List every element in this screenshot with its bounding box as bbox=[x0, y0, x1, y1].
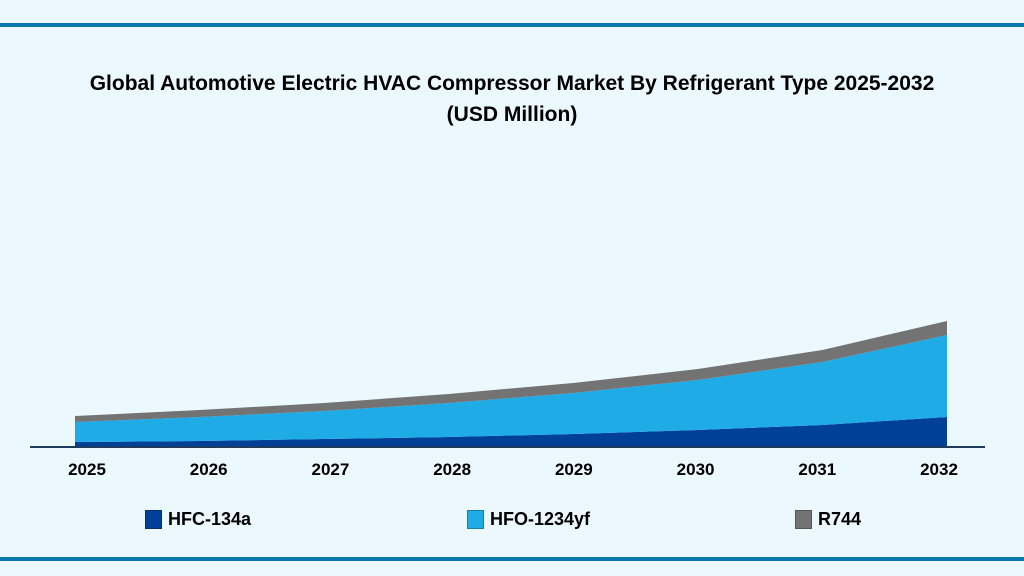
title-text: Global Automotive Electric HVAC Compress… bbox=[89, 72, 935, 95]
legend-label: HFC-134a bbox=[168, 509, 252, 529]
top-rule bbox=[0, 23, 1024, 27]
legend-label: HFO-1234yf bbox=[490, 509, 591, 529]
legend-swatch bbox=[795, 510, 812, 529]
x-tick-label: 2027 bbox=[312, 460, 350, 479]
bottom-rule bbox=[0, 557, 1024, 561]
area-series-hfc-134a bbox=[75, 417, 947, 446]
legend-item-hfc-134a: HFC-134a bbox=[145, 509, 251, 530]
subtitle-text: (USD Million) bbox=[446, 103, 578, 126]
legend-item-r744: R744 bbox=[795, 509, 861, 530]
x-tick-label: 2031 bbox=[798, 460, 836, 479]
legend-label: R744 bbox=[818, 509, 862, 529]
x-tick-label: 2030 bbox=[677, 460, 715, 479]
area-series-r744 bbox=[75, 321, 947, 422]
x-tick-label: 2029 bbox=[555, 460, 593, 479]
x-tick-label: 2032 bbox=[920, 460, 958, 479]
legend-swatch bbox=[145, 510, 162, 529]
legend-item-hfo-1234yf: HFO-1234yf bbox=[467, 509, 590, 530]
x-tick-label: 2026 bbox=[190, 460, 228, 479]
x-tick-label: 2028 bbox=[433, 460, 471, 479]
x-tick-label: 2025 bbox=[68, 460, 106, 479]
legend-swatch bbox=[467, 510, 484, 529]
chart-title: Global Automotive Electric HVAC Compress… bbox=[0, 68, 1024, 130]
area-series-hfo-1234yf bbox=[75, 335, 947, 442]
